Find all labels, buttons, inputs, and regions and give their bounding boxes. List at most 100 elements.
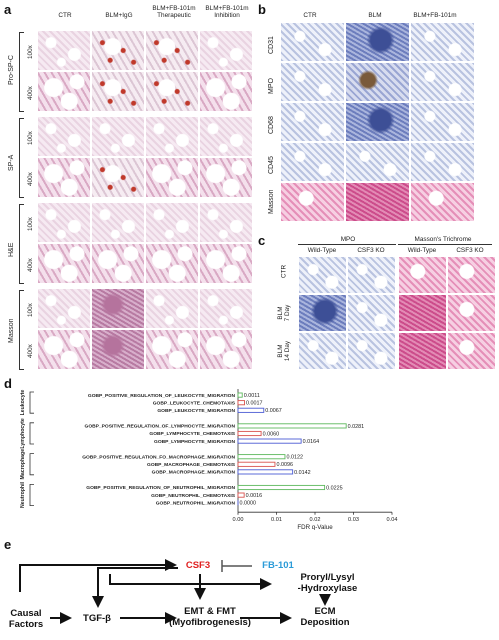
chart-data-label: 0.0122 [286,455,303,461]
panel-a-image-tile [91,71,145,112]
panel-a-image-tile [199,71,253,112]
chart-data-label: 0.0017 [246,401,262,407]
chart-category-label: GOBP_LYMPHOCYTE_MIGRATION [154,439,235,445]
panel-b-image-tile [410,142,475,182]
panel-c-image-tile [298,332,347,370]
panel-c-image-tile [347,256,396,294]
chart-data-label: 0.0225 [326,485,343,491]
panel-a-image-tile [37,329,91,370]
chart-x-tick-label: 0.02 [310,517,321,523]
panel-c-image-tile [398,332,447,370]
panel-c-group-mpo: MPO [340,236,356,243]
node-emt-fmt: EMT & FMT (Myofibrogenesis) [169,606,251,628]
panel-a-image-tile [199,157,253,198]
panel-a-image-tile [199,329,253,370]
panel-a-image-tile [37,30,91,71]
chart-data-label: 0.0067 [265,408,282,414]
chart-category-label: GOBP_POSITIVE_REGULATION_OF_LEUKOCYTE_MI… [88,393,236,399]
panel-c-image-tile [447,332,496,370]
panel-c-image-tile [398,256,447,294]
chart-category-label: GOBP_POSITIVE_REGULATION_OF_NEUTROPHIL_M… [86,485,235,491]
panel-a-letter: a [4,2,12,17]
node-ecm: ECM Deposition [300,606,350,628]
node-tgf-beta: TGF-β [83,613,111,624]
panel-a-image-tile [199,30,253,71]
panel-c-col-wt-2: Wild-Type [407,247,437,254]
arrow-csf3-to-prolyl [109,574,272,590]
chart-category-label: GOBP_NEUTROPHIL_CHEMOTAXIS [151,493,236,499]
panel-a-section-bracket [19,204,24,284]
chart-group-bracket [29,453,34,476]
chart-bar [237,407,265,413]
panel-b-image-tile [280,102,345,142]
node-prolyl-lysyl: Proryl/Lysyl -Hydroxylase [297,572,358,594]
panel-b-image-tile [280,62,345,102]
chart-category-label: GOBP_LEUKOCYTE_MIGRATION [157,408,235,414]
chart-x-axis-label: FDR q-Value [297,524,333,530]
chart-data-label: 0.0142 [294,470,311,476]
panel-a-image-tile [37,243,91,284]
panel-a-image-tile [91,288,145,329]
panel-b-image-tile [345,102,410,142]
chart-bar [237,392,243,398]
panel-b-image-tile [280,142,345,182]
chart-group-bracket [29,391,34,414]
panel-b-col-blm: BLM [368,12,382,19]
panel-b-image-tile [410,182,475,222]
panel-a-image-tile [145,30,199,71]
panel-a-image-tile [37,157,91,198]
panel-c-row-label: BLM 7 Day [277,304,291,322]
panel-c-image-tile [398,294,447,332]
chart-data-label: 0.0000 [240,501,257,507]
chart-bar [237,423,347,429]
panel-a-image-tile [91,202,145,243]
chart-data-label: 0.0164 [303,439,320,445]
panel-c-image-tile [347,332,396,370]
panel-b-letter: b [258,2,266,17]
panel-c-group-masson: Masson's Trichrome [414,236,472,243]
panel-b-row-label: Masson [268,189,275,214]
panel-b-image-tile [280,182,345,222]
panel-c-letter: c [258,233,266,248]
chart-data-label: 0.0281 [348,424,365,430]
chart-x-tick-label: 0.00 [233,517,244,523]
chart-bar [237,454,286,460]
panel-a-col-inhibition: BLM+FB-101m Inhibition [205,5,249,19]
panel-a-image-tile [145,71,199,112]
panel-a-section-label: H&E [8,242,15,257]
panel-b-col-blm-fb: BLM+FB-101m [413,12,457,19]
panel-b-row-label: CD45 [268,156,275,174]
panel-c-row-label: BLM 14 Day [277,340,291,362]
chart-category-label: GOBP_POSITIVE_REGULATION_FO_MACROPHAGE_M… [82,454,235,460]
panel-a-image-tile [91,243,145,284]
chart-group-label: Macrophage [20,449,26,480]
panel-a-image-tile [199,288,253,329]
panel-a-image-tile [37,202,91,243]
panel-a-image-tile [199,202,253,243]
panel-b-image-tile [280,22,345,62]
panel-a-image-tile [199,243,253,284]
node-causal-factors: Causal Factors [8,608,44,630]
panel-a-image-tile [91,157,145,198]
chart-category-label: GOBP_MACROPHAGE_CHEMOTAXIS [147,462,236,468]
panel-c-row-label: CTR [280,264,288,279]
panel-b-image-tile [345,182,410,222]
panel-a-col-blm-igg: BLM+IgG [105,12,133,19]
chart-bar [237,492,245,498]
chart-bar [237,484,326,491]
panel-b-image-tile [345,142,410,182]
panel-a-magnification-label: 100x [27,216,34,231]
panel-a-section-label: Masson [8,318,15,343]
chart-group-bracket [29,422,34,445]
panel-b-image-tile [345,22,410,62]
panel-a-magnification-label: 400x [27,85,34,100]
chart-group-label: Leukocyte [20,390,26,416]
panel-a-image-tile [37,116,91,157]
panel-c-col-wt-1: Wild-Type [307,247,337,254]
panel-b-row-label: MPO [268,78,275,94]
chart-x-tick-label: 0.03 [348,517,359,523]
panel-a-image-tile [91,329,145,370]
panel-a-section-bracket [19,32,24,112]
chart-category-label: GOBP_MACROPHAGE_MIGRATION [152,470,236,476]
panel-a-magnification-label: 100x [27,130,34,145]
